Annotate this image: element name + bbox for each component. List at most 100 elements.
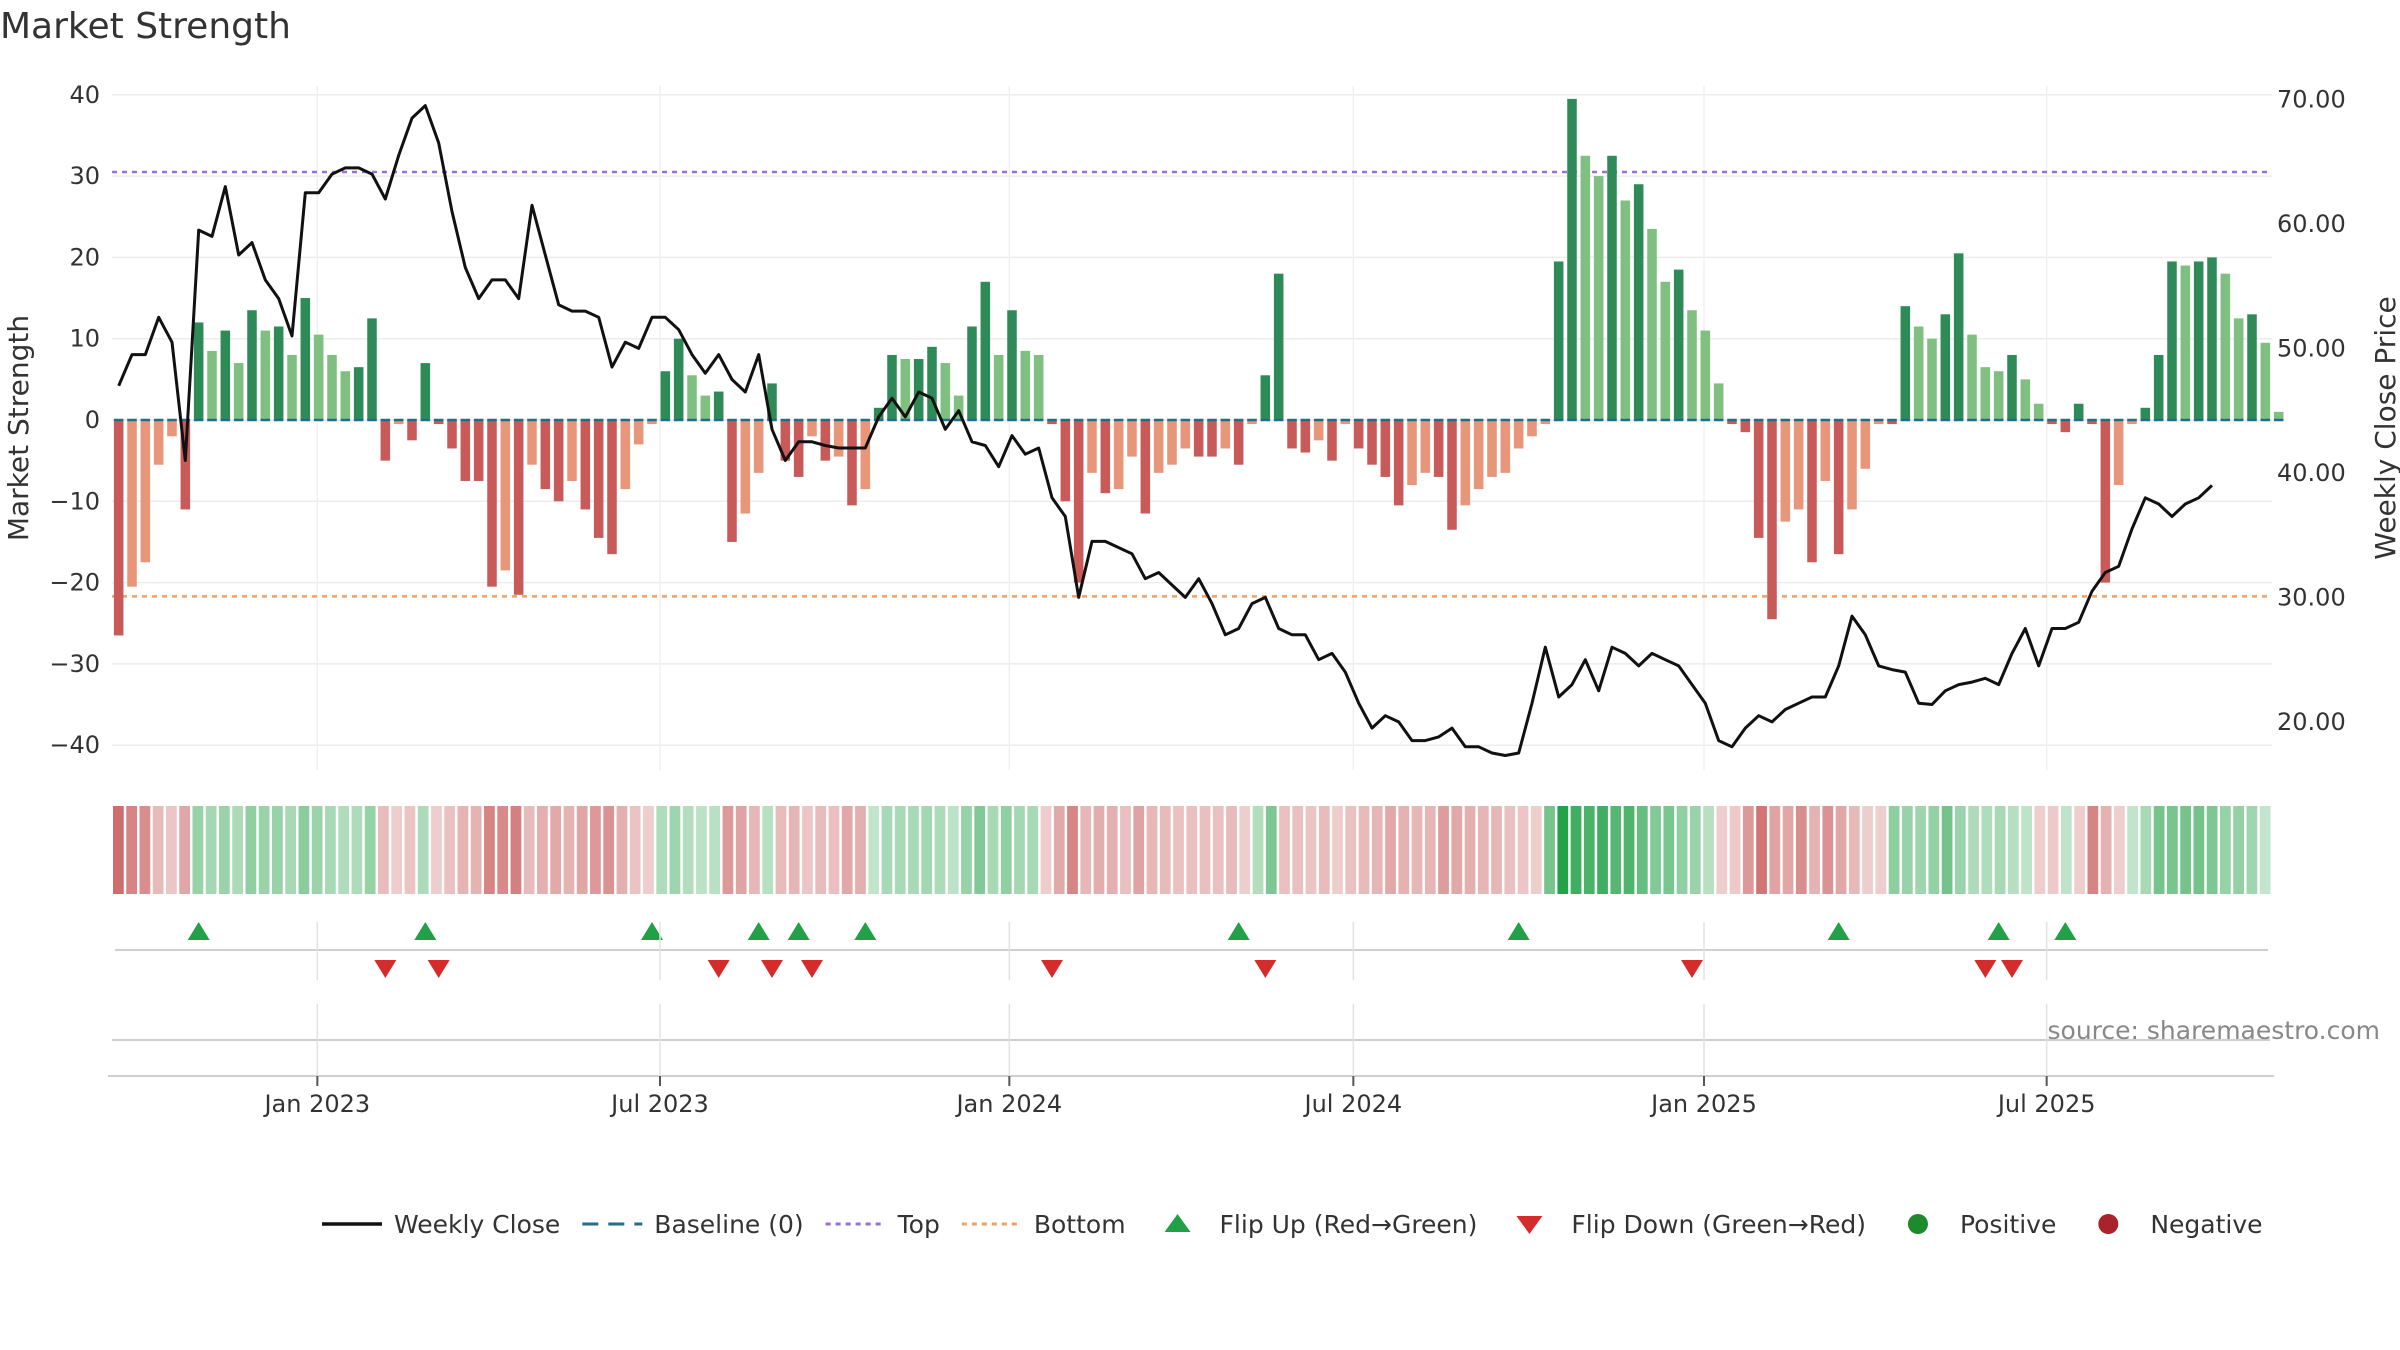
strength-bar: [780, 420, 791, 461]
heat-cell: [391, 806, 403, 894]
price-line-group: [117, 104, 2214, 757]
strength-bar: [793, 420, 804, 477]
heat-cell: [1689, 806, 1701, 894]
price-line: [117, 104, 2214, 757]
heat-cell: [1862, 806, 1873, 894]
strength-bar: [287, 354, 297, 420]
heat-cell: [2113, 806, 2125, 894]
x-tick-label: Jul 2025: [1996, 1090, 2096, 1118]
heat-cell: [245, 806, 257, 894]
strength-bar: [1980, 367, 1991, 420]
strength-bar: [540, 420, 551, 490]
strength-bar: [1367, 420, 1377, 465]
strength-bar: [1900, 306, 1911, 420]
heat-cell: [2166, 806, 2178, 894]
heat-cell: [2060, 806, 2072, 894]
strength-bar: [1607, 155, 1617, 420]
heat-cell: [338, 806, 350, 894]
heat-cell: [961, 806, 972, 894]
strength-bar: [233, 363, 244, 420]
strength-bar: [1340, 420, 1351, 425]
heat-cell: [2087, 806, 2099, 894]
heat-cell: [563, 806, 575, 894]
strength-bar: [1353, 420, 1364, 449]
strength-bar: [1167, 420, 1177, 465]
heat-cell: [1994, 806, 2006, 894]
heat-cell: [1610, 806, 1622, 894]
strength-bar: [153, 420, 164, 465]
strength-bar: [1260, 375, 1271, 420]
legend-swatch: [1516, 1216, 1543, 1234]
strength-bar: [1100, 420, 1111, 494]
heat-cell: [219, 806, 230, 894]
heat-cell: [1318, 806, 1330, 894]
strength-bar: [1567, 98, 1577, 421]
strength-bar: [193, 322, 204, 420]
strength-bar: [1393, 420, 1404, 506]
flip-up-marker: [854, 922, 877, 940]
strength-bar: [1180, 420, 1191, 449]
heat-cell: [1650, 806, 1661, 894]
strength-bar: [1527, 420, 1537, 437]
strength-bar: [1047, 420, 1057, 425]
heat-cell: [590, 806, 601, 894]
strength-bar: [2220, 273, 2231, 420]
heat-cell: [1769, 806, 1781, 894]
strength-bar: [1620, 200, 1631, 420]
legend-item: Bottom: [961, 1210, 1126, 1239]
flip-up-marker: [414, 922, 437, 940]
heat-cell: [1504, 806, 1516, 894]
heat-cell: [1053, 806, 1065, 894]
heat-cell: [2246, 806, 2258, 894]
heat-cell: [1583, 806, 1595, 894]
flip-down-marker: [1681, 960, 1703, 978]
y-tick-label: −30: [49, 650, 100, 678]
strength-bar: [1580, 155, 1591, 420]
heat-cell: [1371, 806, 1383, 894]
strength-bar: [993, 354, 1004, 420]
heat-cell: [139, 806, 151, 894]
legend-label: Baseline (0): [654, 1210, 803, 1239]
strength-bar: [260, 330, 271, 420]
strength-bars: [113, 98, 2284, 636]
heat-cell: [1742, 806, 1754, 894]
strength-bar: [1833, 420, 1844, 555]
heat-cell: [1173, 806, 1184, 894]
strength-bar: [2100, 420, 2111, 583]
strength-bar: [500, 420, 511, 571]
strength-bar: [140, 420, 151, 563]
heat-cell: [1080, 806, 1092, 894]
heat-cell: [1530, 806, 1542, 894]
heat-cell: [1981, 806, 1993, 894]
heat-cell: [934, 806, 946, 894]
heat-cell: [2259, 806, 2271, 894]
strength-bar: [1380, 420, 1391, 477]
strength-bar: [1593, 176, 1604, 420]
heat-cell: [444, 806, 456, 894]
heat-cell: [616, 806, 628, 894]
legend-label: Positive: [1960, 1210, 2056, 1239]
strength-bar: [1273, 273, 1284, 420]
heat-cell: [1424, 806, 1436, 894]
strength-bar: [1820, 420, 1831, 481]
heat-cell: [232, 806, 244, 894]
heat-cell: [1106, 806, 1118, 894]
flip-up-marker: [1987, 922, 2010, 940]
strength-bar: [700, 395, 711, 420]
heat-cell: [775, 806, 787, 894]
strength-bar: [1327, 420, 1337, 461]
legend-swatch: [1907, 1214, 1928, 1234]
strength-bar: [367, 318, 377, 420]
strength-bar: [967, 326, 977, 420]
strength-bar: [113, 420, 124, 636]
reference-lines: [112, 170, 2272, 598]
heat-cell: [1663, 806, 1675, 894]
heat-cell: [2047, 806, 2059, 894]
strength-bar: [1727, 420, 1737, 425]
flip-down-marker: [761, 960, 783, 978]
heat-cell: [1345, 806, 1357, 894]
strength-bar: [207, 350, 217, 420]
strength-bar: [1780, 420, 1791, 522]
heat-cell: [1252, 806, 1264, 894]
heat-cell: [1517, 806, 1529, 894]
